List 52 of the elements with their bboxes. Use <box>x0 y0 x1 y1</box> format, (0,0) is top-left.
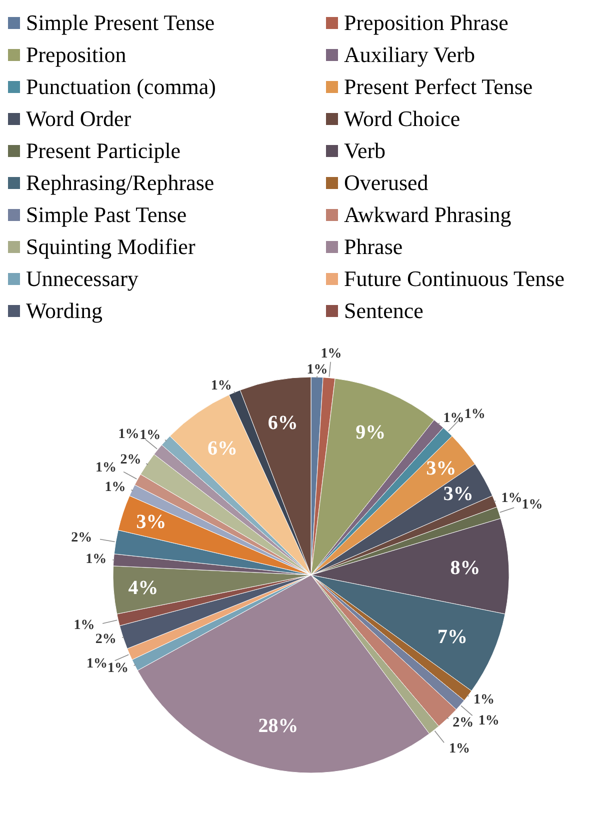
legend-label: Sentence <box>344 298 424 324</box>
data-label: 3% <box>136 511 166 534</box>
data-label: 2% <box>71 530 92 546</box>
legend-label: Auxiliary Verb <box>344 42 475 68</box>
legend-label: Awkward Phrasing <box>344 202 512 228</box>
data-label: 1% <box>478 713 500 728</box>
data-label: 6% <box>208 437 238 460</box>
data-label: 1% <box>104 480 126 495</box>
legend-label: Preposition Phrase <box>344 10 508 36</box>
data-label: 2% <box>120 452 142 468</box>
data-label: 1% <box>473 692 494 708</box>
data-label: 6% <box>268 412 298 434</box>
data-label: 1% <box>306 362 328 378</box>
legend-label: Future Continuous Tense <box>344 266 564 292</box>
data-label: 1% <box>449 741 470 756</box>
data-label: 1% <box>140 428 161 444</box>
legend-label: Phrase <box>344 234 403 260</box>
data-label: 1% <box>210 378 232 394</box>
data-label: 1% <box>74 618 95 633</box>
data-label: 3% <box>443 482 474 505</box>
legend-label: Overused <box>344 170 428 196</box>
legend-label: Simple Past Tense <box>26 202 187 228</box>
data-label: 8% <box>450 556 480 579</box>
data-label: 7% <box>438 626 468 648</box>
data-label: 1% <box>86 552 107 567</box>
data-label: 3% <box>426 457 456 480</box>
legend-label: Present Participle <box>26 138 181 164</box>
data-label: 1% <box>118 426 140 442</box>
data-label: 4% <box>128 576 158 599</box>
legend-label: Word Choice <box>344 106 460 132</box>
legend-label: Unnecessary <box>26 266 138 292</box>
legend-label: Present Perfect Tense <box>344 74 533 100</box>
data-label: 1% <box>96 460 117 476</box>
legend-label: Squinting Modifier <box>26 234 196 260</box>
legend-label: Simple Present Tense <box>26 10 215 36</box>
data-label: 2% <box>95 632 116 648</box>
legend-label: Rephrasing/Rephrase <box>26 170 214 196</box>
data-label: 1% <box>86 656 108 672</box>
data-label: 1% <box>522 498 543 513</box>
data-label: 1% <box>464 406 486 422</box>
data-label: 1% <box>501 491 522 506</box>
data-label: 2% <box>452 716 474 731</box>
legend-label: Wording <box>26 298 102 324</box>
legend-label: Word Order <box>26 106 132 132</box>
legend-label: Verb <box>344 138 386 164</box>
data-label: 1% <box>107 660 128 676</box>
legend-label: Punctuation (comma) <box>26 74 216 100</box>
data-label: 1% <box>443 410 464 426</box>
legend-label: Preposition <box>26 42 126 68</box>
data-label: 1% <box>320 346 342 362</box>
data-label: 9% <box>356 422 386 444</box>
data-label: 28% <box>258 714 298 737</box>
